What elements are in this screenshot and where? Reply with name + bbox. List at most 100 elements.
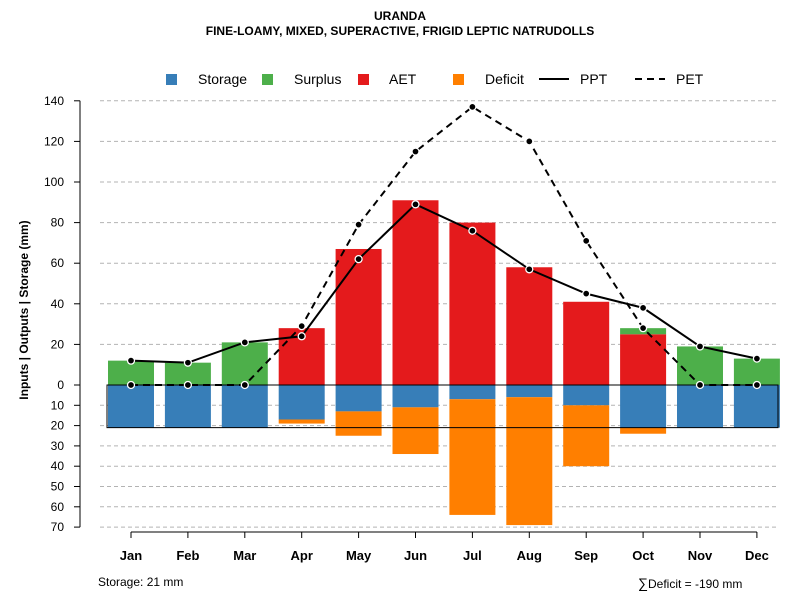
x-tick-label: May: [346, 548, 372, 563]
bar-storage: [108, 385, 154, 428]
bar-surplus: [164, 362, 211, 385]
bar-deficit: [563, 405, 610, 467]
ppt-point: [411, 200, 420, 209]
y-tick-label: 100: [44, 175, 64, 189]
ppt-point: [582, 289, 591, 298]
x-tick-label: Mar: [233, 548, 256, 563]
y-tick-label: 140: [44, 94, 64, 108]
x-tick-label: Dec: [745, 548, 769, 563]
bar-deficit: [392, 407, 439, 455]
pet-point: [752, 380, 762, 390]
x-tick-label: Oct: [632, 548, 654, 563]
bar-deficit: [449, 399, 496, 515]
chart-subtitle: FINE-LOAMY, MIXED, SUPERACTIVE, FRIGID L…: [205, 24, 595, 38]
bar-storage: [449, 385, 496, 400]
ppt-point: [297, 332, 306, 341]
pet-point: [126, 380, 136, 390]
y-tick-label: 40: [51, 297, 65, 311]
bar-aet: [563, 301, 610, 385]
bar-surplus: [733, 358, 780, 385]
y-tick-label: 0: [57, 378, 64, 392]
y-tick-label: 60: [51, 500, 65, 514]
legend-swatch-aet: [358, 74, 369, 85]
legend-label-surplus: Surplus: [294, 71, 342, 87]
bar-deficit: [506, 397, 553, 526]
y-tick-label: 120: [44, 134, 64, 148]
deficit-note: ∑Deficit = -190 mm: [638, 575, 742, 591]
pet-point: [695, 380, 705, 390]
y-tick-label: 60: [51, 256, 65, 270]
bar-storage: [563, 385, 610, 406]
y-tick-label: 80: [51, 216, 65, 230]
pet-point: [297, 321, 306, 331]
x-tick-label: Aug: [517, 548, 542, 563]
x-tick-label: Jul: [463, 548, 482, 563]
y-tick-label: 10: [51, 398, 65, 412]
storage-capacity-box: [106, 384, 779, 429]
ppt-point: [240, 338, 249, 347]
ppt-point: [638, 303, 648, 313]
bar-deficit: [278, 419, 325, 424]
legend-swatch-deficit: [453, 74, 464, 85]
ppt-point: [183, 358, 193, 367]
bar-deficit: [335, 411, 382, 436]
bar-aet: [620, 334, 667, 385]
pet-point: [411, 147, 420, 156]
x-tick-label: Apr: [291, 548, 313, 563]
ppt-point: [126, 356, 136, 365]
legend-label-pet: PET: [676, 71, 704, 87]
y-tick-label: 20: [51, 337, 65, 351]
ppt-line: [130, 203, 758, 364]
bar-storage: [733, 385, 780, 428]
storage-note: Storage: 21 mm: [98, 575, 184, 589]
pet-point: [354, 220, 363, 229]
pet-point: [468, 102, 477, 112]
ppt-point: [695, 342, 705, 351]
bar-aet: [392, 200, 439, 385]
y-tick-label: 30: [51, 439, 65, 453]
y-tick-label: 40: [51, 459, 65, 473]
ppt-point: [354, 254, 363, 264]
bar-storage: [620, 385, 667, 428]
y-tick-label: 20: [51, 419, 65, 433]
bar-storage: [677, 385, 723, 428]
x-tick-label: Sep: [574, 548, 598, 563]
ppt-point: [468, 226, 477, 235]
chart-title: URANDA: [374, 9, 426, 23]
ppt-point: [752, 354, 762, 363]
bar-deficit: [620, 427, 667, 434]
pet-point: [525, 137, 534, 146]
pet-point: [638, 324, 648, 333]
x-tick-label: Jun: [404, 548, 427, 563]
legend-label-storage: Storage: [198, 71, 248, 87]
pet-point: [183, 380, 193, 390]
legend-swatch-storage: [166, 74, 177, 85]
legend-line-pet: [635, 78, 665, 80]
bar-aet: [449, 222, 496, 385]
x-tick-label: Nov: [688, 548, 713, 563]
y-tick-label: 70: [51, 520, 65, 534]
bar-surplus: [221, 342, 268, 385]
bar-storage: [278, 385, 325, 420]
legend-label-ppt: PPT: [580, 71, 608, 87]
bar-surplus: [677, 346, 723, 385]
deficit-text: Deficit = -190 mm: [647, 577, 743, 591]
bar-storage: [392, 385, 439, 408]
bar-storage: [335, 385, 382, 412]
ppt-point: [525, 265, 534, 274]
x-tick-label: Feb: [176, 548, 199, 563]
bar-aet: [506, 267, 553, 385]
pet-point: [582, 236, 591, 246]
bar-storage: [164, 385, 211, 428]
bar-storage: [221, 385, 268, 428]
bar-aet: [335, 248, 382, 385]
sum-icon: ∑: [638, 575, 648, 591]
legend-swatch-surplus: [262, 74, 273, 85]
pet-point: [240, 380, 249, 390]
bar-storage: [506, 385, 553, 398]
legend-label-deficit: Deficit: [485, 71, 524, 87]
x-tick-label: Jan: [120, 548, 142, 563]
y-tick-label: 50: [51, 480, 65, 494]
legend-label-aet: AET: [389, 71, 417, 87]
